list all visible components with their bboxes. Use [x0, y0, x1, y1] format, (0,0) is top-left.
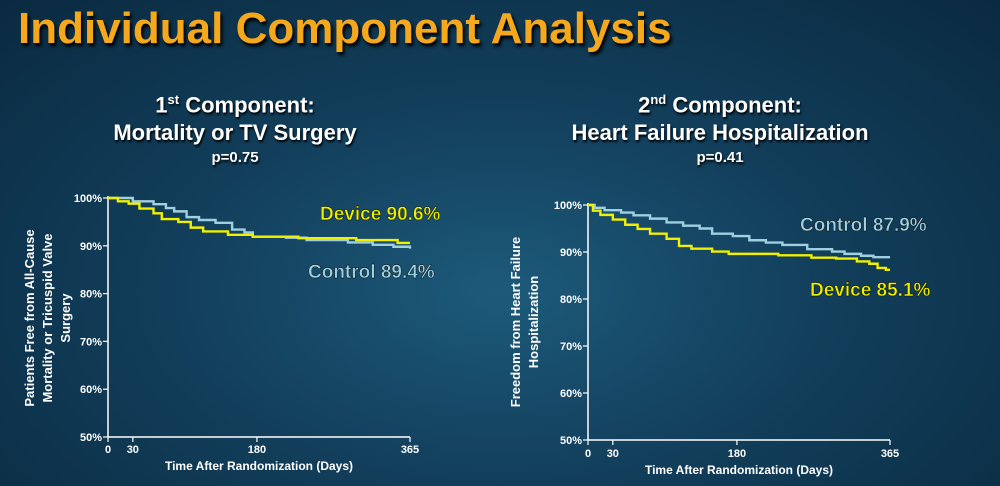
- series-control-line: [588, 203, 890, 259]
- y-tick-label: 70%: [80, 336, 102, 348]
- panel-1-heading: 1st Component: Mortality or TV Surgery p…: [60, 86, 410, 169]
- y-tick-label: 80%: [560, 294, 582, 306]
- series-device-line: [108, 196, 410, 245]
- y-tick-label: 90%: [80, 241, 102, 253]
- y-tick-label: 80%: [80, 289, 102, 301]
- y-tick-label: 50%: [80, 432, 102, 444]
- x-tick-label: 0: [585, 448, 591, 460]
- panel-1-pvalue: p=0.75: [211, 149, 259, 167]
- y-tick-label: 60%: [80, 384, 102, 396]
- panel-2-pvalue: p=0.41: [696, 149, 744, 167]
- series-device-line: [588, 203, 890, 272]
- x-axis-label: Time After Randomization (Days): [165, 459, 353, 473]
- chart-2: 100% 90% 80% 70% 60% 50%0 30 180 365 Time After R…: [508, 200, 931, 477]
- x-tick-label: 180: [728, 448, 746, 460]
- y-tick-label: 100%: [74, 193, 102, 205]
- panel-1-subtitle: Mortality or TV Surgery: [113, 120, 357, 146]
- y-axis-label: Freedom from Heart Failure: [508, 237, 523, 408]
- y-axis-label: Surgery: [58, 293, 73, 343]
- x-tick-label: 180: [248, 444, 266, 456]
- x-tick-label: 30: [607, 448, 619, 460]
- y-axis-label: Patients Free from All-Cause: [22, 229, 37, 406]
- x-axis-label: Time After Randomization (Days): [645, 463, 833, 477]
- y-tick-label: 100%: [554, 200, 582, 212]
- panel-2-heading: 2nd Component: Heart Failure Hospitaliza…: [530, 86, 910, 169]
- series-control-label: Control 89.4%: [308, 262, 435, 283]
- series-device-label: Device 85.1%: [810, 280, 931, 301]
- x-tick-label: 365: [881, 448, 899, 460]
- y-tick-label: 60%: [560, 388, 582, 400]
- y-tick-label: 70%: [560, 341, 582, 353]
- y-tick-label: 90%: [560, 247, 582, 259]
- x-tick-label: 0: [105, 444, 111, 456]
- series-device-label: Device 90.6%: [320, 204, 441, 225]
- series-control-label: Control 87.9%: [800, 215, 927, 236]
- slide-title: Individual Component Analysis: [18, 4, 672, 53]
- x-tick-label: 365: [401, 444, 419, 456]
- y-axis-label: Hospitalization: [526, 276, 541, 369]
- panel-2-subtitle: Heart Failure Hospitalization: [571, 120, 869, 146]
- x-tick-label: 30: [127, 444, 139, 456]
- y-tick-label: 50%: [560, 435, 582, 447]
- series-control-line: [108, 196, 412, 249]
- chart-1: 100% 90% 80% 70% 60% 50%0 30 180 365 Time After R…: [22, 193, 441, 473]
- y-axis-label: Mortality or Tricuspid Valve: [40, 233, 55, 402]
